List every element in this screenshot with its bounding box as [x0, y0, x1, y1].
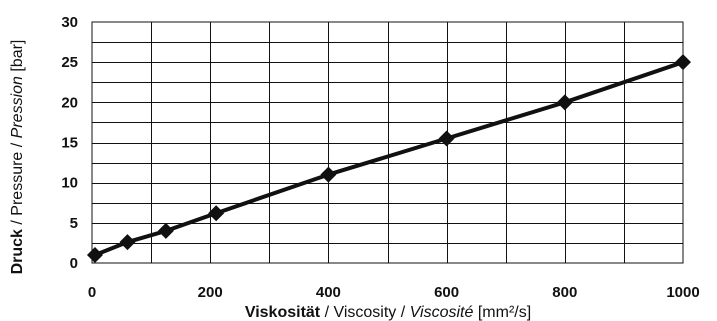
x-tick-label: 800 [552, 284, 577, 301]
data-point-marker [86, 246, 103, 263]
data-point-marker [438, 130, 455, 147]
data-point-marker [320, 166, 337, 183]
x-tick-label: 0 [88, 284, 96, 301]
data-point-marker [157, 222, 174, 239]
y-axis-title-sep1: / [9, 216, 26, 229]
y-tick-label: 0 [70, 255, 78, 272]
y-axis-title-en: Pressure [9, 152, 26, 216]
x-axis-title-en: Viscosity [333, 304, 396, 321]
y-axis-title-fr: Pression [9, 76, 26, 138]
data-point-marker [556, 94, 573, 111]
y-axis-title-unit: [bar] [9, 40, 26, 76]
x-axis-title: Viskosität / Viscosity / Viscosité [mm²/… [245, 304, 531, 321]
x-axis-title-de: Viskosität [245, 304, 321, 321]
x-tick-label: 1000 [666, 284, 699, 301]
y-axis-title-de: Druck [9, 229, 26, 274]
y-axis-title: Druck / Pressure / Pression [bar] [9, 40, 26, 275]
plot-frame [91, 21, 684, 264]
data-point-marker [119, 234, 136, 251]
y-tick-label: 5 [70, 215, 78, 232]
series-line [93, 60, 685, 257]
y-tick-label: 10 [61, 175, 78, 192]
y-tick-label: 30 [61, 14, 78, 31]
y-axis-title-sep2: / [9, 138, 26, 151]
series-group [86, 54, 691, 263]
x-axis-title-sep1: / [320, 304, 333, 321]
x-tick-labels: 0 200 400 600 800 1000 [88, 284, 700, 301]
y-tick-labels: 0 5 10 15 20 25 30 [61, 14, 78, 272]
data-point-marker [675, 54, 691, 71]
x-axis-title-unit: [mm²/s] [473, 304, 531, 321]
x-axis-title-fr: Viscosité [410, 304, 474, 321]
x-tick-label: 600 [434, 284, 459, 301]
x-tick-label: 400 [316, 284, 341, 301]
y-tick-label: 25 [61, 54, 78, 71]
y-tick-label: 15 [61, 135, 78, 152]
x-tick-label: 200 [198, 284, 223, 301]
x-axis-title-sep2: / [396, 304, 409, 321]
y-tick-label: 20 [61, 94, 78, 111]
data-point-marker [208, 205, 225, 222]
